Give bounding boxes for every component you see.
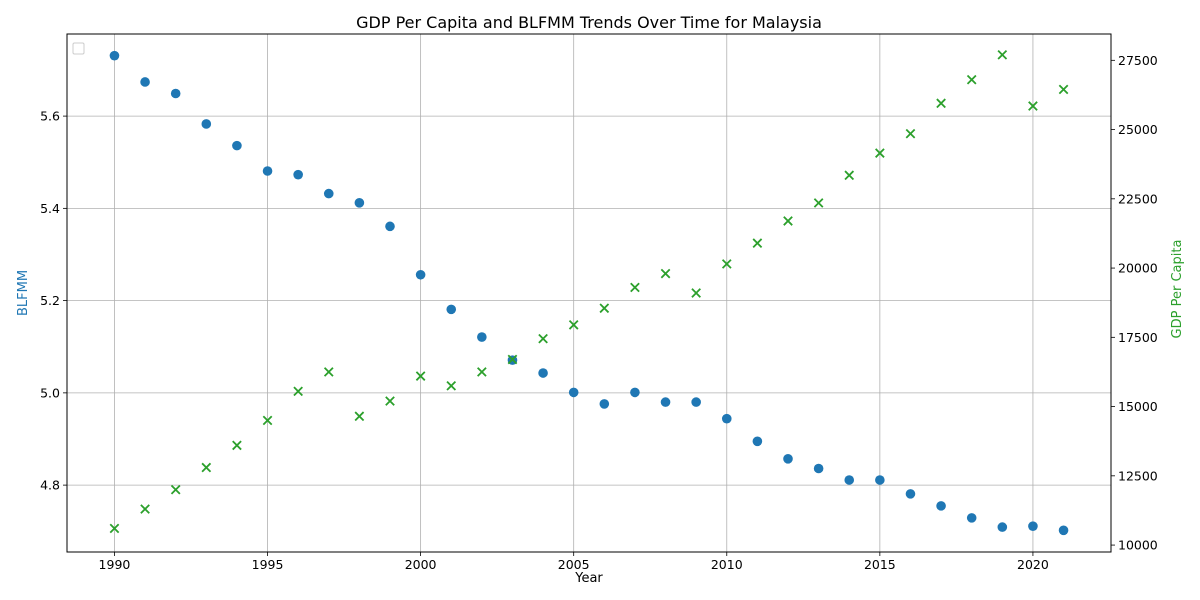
blfmm-points [109, 50, 1069, 536]
blfmm-point [936, 501, 946, 511]
grid [67, 34, 1111, 552]
blfmm-point [599, 399, 610, 409]
right-y-tick-label: 22500 [1118, 191, 1158, 206]
blfmm-point [446, 304, 457, 315]
gdp-point [109, 523, 120, 534]
gdp-point [721, 259, 732, 269]
gdp-point [323, 367, 334, 377]
right-y-tick-label: 20000 [1118, 261, 1158, 276]
gdp-point [385, 396, 395, 406]
right-y-tick-label: 25000 [1118, 122, 1158, 137]
x-tick-label: 2020 [1017, 557, 1049, 572]
gdp-point [293, 386, 303, 397]
left-y-tick-label: 5.2 [40, 293, 60, 308]
gdp-point [538, 333, 548, 344]
gdp-point [936, 98, 946, 109]
gdp-point [599, 303, 610, 314]
chart-title: GDP Per Capita and BLFMM Trends Over Tim… [356, 13, 822, 32]
gdp-point [905, 128, 916, 139]
gdp-point [201, 462, 212, 473]
gdp-point [170, 484, 181, 495]
right-y-axis-title: GDP Per Capita [1170, 240, 1185, 339]
x-tick-label: 2015 [864, 557, 896, 572]
right-y-tick-label: 12500 [1118, 468, 1158, 483]
left-y-tick-label: 5.0 [40, 385, 60, 400]
blfmm-point [415, 269, 426, 280]
right-y-axis: 10000 12500 15000 17500 20000 22500 25000 27500 [1111, 53, 1158, 553]
gdp-point [752, 238, 763, 248]
x-tick-label: 2010 [711, 557, 743, 572]
x-tick-label: 2005 [558, 557, 590, 572]
blfmm-point [262, 166, 273, 176]
x-axis: 1990 1995 2000 2005 2010 2015 2020 [99, 552, 1049, 572]
blfmm-point [783, 454, 793, 464]
gdp-point [691, 288, 701, 298]
blfmm-point [354, 198, 365, 208]
left-y-tick-label: 5.6 [40, 109, 60, 124]
blfmm-point [538, 368, 548, 378]
blfmm-point [201, 119, 212, 129]
gdp-point [140, 504, 150, 514]
gdp-point [997, 49, 1008, 60]
gdp-point [507, 354, 518, 365]
gdp-point [660, 268, 671, 279]
blfmm-point [568, 387, 579, 398]
gdp-point [844, 170, 855, 181]
blfmm-point [293, 169, 303, 180]
gdp-point [1058, 84, 1069, 95]
left-y-axis-title: BLFMM [16, 270, 31, 316]
gdp-point [446, 380, 457, 391]
gdp-point [415, 371, 426, 381]
blfmm-point [844, 475, 855, 485]
gdp-point [783, 216, 793, 226]
x-axis-title: Year [574, 571, 603, 586]
blfmm-point [905, 489, 916, 499]
blfmm-point [109, 50, 120, 61]
gdp-point [262, 415, 273, 426]
legend-box [72, 42, 85, 55]
gdp-point [1028, 101, 1038, 111]
blfmm-point [721, 413, 732, 424]
gdp-point [477, 367, 487, 377]
right-y-tick-label: 17500 [1118, 330, 1158, 345]
blfmm-point [630, 387, 640, 398]
right-y-tick-label: 27500 [1118, 53, 1158, 68]
x-tick-label: 1995 [252, 557, 284, 572]
x-tick-label: 2000 [405, 557, 437, 572]
x-tick-label: 1990 [99, 557, 131, 572]
right-y-tick-label: 15000 [1118, 399, 1158, 414]
left-y-tick-label: 4.8 [40, 478, 60, 493]
gdp-point [813, 198, 824, 208]
blfmm-point [813, 463, 824, 474]
blfmm-point [752, 436, 763, 447]
blfmm-point [232, 140, 242, 151]
blfmm-point [997, 522, 1008, 532]
blfmm-point [140, 77, 150, 87]
gdp-point [568, 320, 579, 330]
blfmm-point [323, 188, 334, 199]
gdp-point [354, 411, 365, 422]
blfmm-point [691, 397, 701, 407]
gdp-point [630, 282, 640, 293]
blfmm-point [966, 513, 977, 523]
left-y-axis: 4.8 5.0 5.2 5.4 5.6 [40, 109, 67, 493]
blfmm-point [170, 88, 181, 99]
plot-frame [66, 33, 1112, 553]
gdp-point [232, 440, 242, 451]
left-y-tick-label: 5.4 [40, 201, 60, 216]
right-y-tick-label: 10000 [1118, 538, 1158, 553]
blfmm-point [1028, 521, 1038, 531]
blfmm-point [660, 397, 671, 407]
blfmm-point [1058, 525, 1069, 536]
gdp-point [966, 74, 977, 85]
gdp-points [109, 49, 1069, 534]
gdp-point [875, 148, 885, 158]
blfmm-point [875, 475, 885, 485]
blfmm-point [385, 221, 395, 232]
blfmm-point [477, 332, 487, 342]
